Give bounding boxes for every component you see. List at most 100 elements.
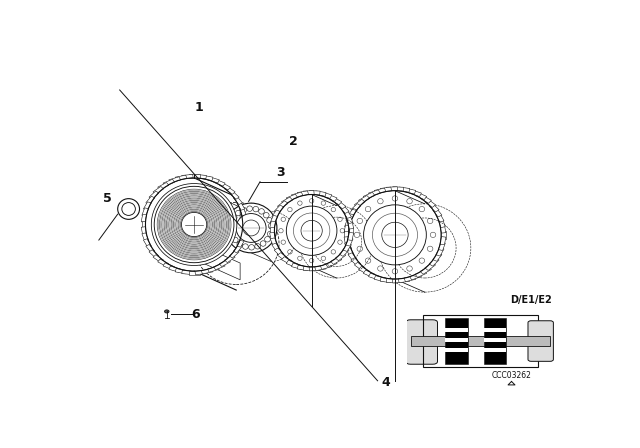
Polygon shape xyxy=(369,273,380,280)
Polygon shape xyxy=(410,273,421,280)
Polygon shape xyxy=(272,210,280,218)
Polygon shape xyxy=(326,260,337,267)
Polygon shape xyxy=(309,190,320,195)
Polygon shape xyxy=(441,231,445,239)
Polygon shape xyxy=(415,270,427,277)
Polygon shape xyxy=(436,214,444,222)
Polygon shape xyxy=(344,225,350,233)
Polygon shape xyxy=(182,270,193,275)
Polygon shape xyxy=(239,233,246,241)
Polygon shape xyxy=(364,270,375,277)
Polygon shape xyxy=(433,208,442,217)
Ellipse shape xyxy=(122,202,136,215)
Polygon shape xyxy=(225,255,235,263)
Ellipse shape xyxy=(182,212,207,237)
Polygon shape xyxy=(429,258,439,266)
Polygon shape xyxy=(392,187,404,191)
Ellipse shape xyxy=(118,198,140,220)
Polygon shape xyxy=(440,225,446,233)
Polygon shape xyxy=(270,238,278,246)
Polygon shape xyxy=(143,239,151,247)
Polygon shape xyxy=(297,191,308,196)
Polygon shape xyxy=(351,258,361,266)
Ellipse shape xyxy=(151,184,237,266)
Polygon shape xyxy=(282,257,292,264)
Polygon shape xyxy=(364,192,375,200)
Polygon shape xyxy=(163,263,175,270)
Polygon shape xyxy=(369,190,380,197)
Text: 4: 4 xyxy=(381,376,390,389)
Polygon shape xyxy=(214,179,225,186)
Polygon shape xyxy=(189,174,200,178)
Polygon shape xyxy=(269,233,276,241)
Polygon shape xyxy=(348,221,354,229)
Polygon shape xyxy=(438,219,445,228)
Polygon shape xyxy=(291,263,303,269)
Polygon shape xyxy=(440,237,446,245)
Polygon shape xyxy=(348,233,354,241)
Polygon shape xyxy=(404,276,416,282)
Polygon shape xyxy=(141,227,147,235)
Ellipse shape xyxy=(193,202,279,284)
Polygon shape xyxy=(331,257,342,264)
Polygon shape xyxy=(243,221,246,228)
Polygon shape xyxy=(339,248,349,256)
Polygon shape xyxy=(351,203,361,212)
Polygon shape xyxy=(436,248,444,256)
Polygon shape xyxy=(380,277,392,283)
Polygon shape xyxy=(355,199,365,207)
Polygon shape xyxy=(346,248,354,256)
Ellipse shape xyxy=(364,205,426,265)
Polygon shape xyxy=(214,263,225,270)
Polygon shape xyxy=(274,205,284,213)
Polygon shape xyxy=(149,191,159,199)
Polygon shape xyxy=(195,174,206,179)
Polygon shape xyxy=(182,174,193,179)
Polygon shape xyxy=(241,214,247,222)
Polygon shape xyxy=(348,253,357,261)
Text: 5: 5 xyxy=(103,192,111,205)
Text: 3: 3 xyxy=(276,166,285,179)
Polygon shape xyxy=(344,219,351,228)
Polygon shape xyxy=(237,239,244,247)
Ellipse shape xyxy=(164,310,169,313)
Polygon shape xyxy=(387,279,397,283)
Polygon shape xyxy=(438,242,445,250)
Polygon shape xyxy=(420,267,431,274)
Polygon shape xyxy=(303,190,314,195)
Polygon shape xyxy=(153,186,164,194)
Polygon shape xyxy=(326,194,337,201)
Polygon shape xyxy=(141,221,145,228)
Polygon shape xyxy=(278,201,288,209)
Polygon shape xyxy=(344,242,351,250)
Polygon shape xyxy=(146,245,155,253)
Ellipse shape xyxy=(286,206,337,255)
Polygon shape xyxy=(220,182,230,190)
Polygon shape xyxy=(282,197,292,205)
Polygon shape xyxy=(241,227,247,235)
Polygon shape xyxy=(142,233,148,241)
Polygon shape xyxy=(278,253,288,261)
Ellipse shape xyxy=(225,203,277,253)
Polygon shape xyxy=(143,202,151,210)
Text: 6: 6 xyxy=(191,308,200,321)
Polygon shape xyxy=(398,277,410,283)
Polygon shape xyxy=(153,255,164,263)
Polygon shape xyxy=(331,197,342,205)
Polygon shape xyxy=(163,179,175,186)
Polygon shape xyxy=(157,259,169,267)
Polygon shape xyxy=(291,192,303,198)
Polygon shape xyxy=(229,250,239,258)
Polygon shape xyxy=(433,253,442,261)
Polygon shape xyxy=(348,208,357,217)
Polygon shape xyxy=(286,194,298,201)
Polygon shape xyxy=(420,195,431,203)
Polygon shape xyxy=(415,192,427,200)
Ellipse shape xyxy=(382,222,408,247)
Polygon shape xyxy=(272,243,280,251)
Polygon shape xyxy=(346,215,353,224)
Polygon shape xyxy=(387,187,397,191)
Ellipse shape xyxy=(243,220,259,236)
Polygon shape xyxy=(189,271,200,275)
Polygon shape xyxy=(207,266,220,272)
